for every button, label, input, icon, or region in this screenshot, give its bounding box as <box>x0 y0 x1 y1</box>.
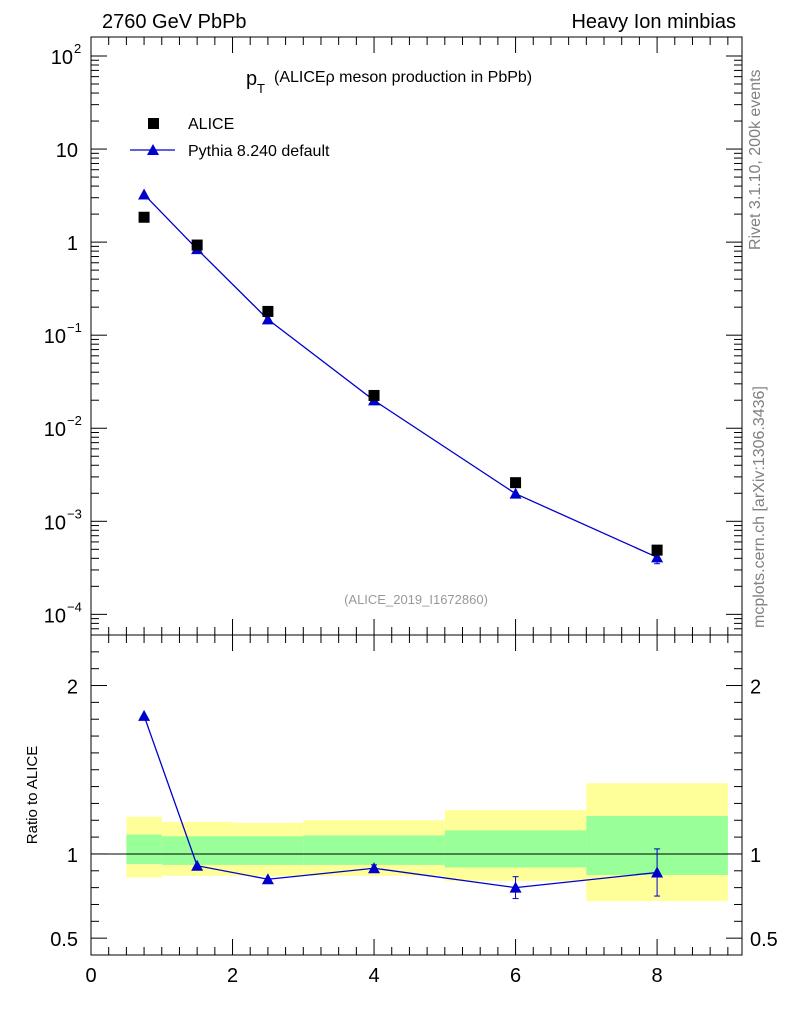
x-tick-label: 6 <box>510 965 521 987</box>
ratio-line <box>143 715 658 889</box>
green-band <box>232 836 304 865</box>
title-rest: (ALICEρ meson production in PbPb) <box>274 69 532 86</box>
title-p: p <box>246 68 257 90</box>
y-tick-label: 10 −4 <box>44 599 82 627</box>
upper-x-ticks <box>90 37 729 635</box>
alice-point <box>368 389 380 401</box>
ratio-y-tick-label-left: 1 <box>67 845 78 867</box>
y-tick-label: 10 2 <box>51 41 81 69</box>
legend-alice-label: ALICE <box>188 116 234 133</box>
y-tick-exp: 2 <box>74 41 81 56</box>
y-tick-label: 10 <box>56 140 78 162</box>
lower-frame <box>90 634 743 956</box>
y-tick-base: 10 <box>51 47 73 69</box>
pythia-point <box>261 313 274 325</box>
green-band <box>444 830 587 868</box>
y-tick-label: 10 −1 <box>44 320 82 348</box>
lower-y-ticks: 0.5 0.5 1 1 2 2 <box>50 651 778 951</box>
ratio-point <box>651 866 664 878</box>
x-tick-label: 2 <box>227 965 238 987</box>
y-tick-label: 10 −2 <box>44 413 82 441</box>
ratio-bands <box>126 783 728 902</box>
alice-point <box>138 211 150 223</box>
y-tick-base: 10 <box>56 140 78 162</box>
y-tick-base: 10 <box>44 605 66 627</box>
x-tick-labels: 0 2 4 6 8 <box>85 965 662 987</box>
upper-data <box>138 188 664 565</box>
ratio-point <box>261 873 274 885</box>
ratio-y-tick-label-right: 0.5 <box>750 929 778 951</box>
x-tick-label: 0 <box>85 965 96 987</box>
y-tick-exp: −2 <box>67 413 82 428</box>
y-tick-label: 1 <box>67 233 78 255</box>
pythia-point <box>651 551 664 563</box>
x-tick-label: 8 <box>652 965 663 987</box>
analysis-watermark: (ALICE_2019_I1672860) <box>344 592 488 607</box>
ratio-point <box>191 859 204 871</box>
legend-alice-marker <box>148 118 159 129</box>
pythia-point <box>138 188 151 200</box>
ratio-point <box>509 881 522 893</box>
pythia-point <box>509 487 522 499</box>
y-tick-exp: −4 <box>67 599 82 614</box>
rivet-label: Rivet 3.1.10, 200k events <box>747 69 764 250</box>
ratio-point <box>138 709 151 721</box>
y-tick-base: 10 <box>44 512 66 534</box>
y-tick-base: 10 <box>44 419 66 441</box>
ratio-y-tick-label-right: 1 <box>750 845 761 867</box>
green-band <box>126 834 162 865</box>
legend-pythia-label: Pythia 8.240 default <box>188 143 330 160</box>
mcplots-label: mcplots.cern.ch [arXiv:1306.3436] <box>751 386 768 628</box>
green-band <box>303 835 445 865</box>
alice-point <box>510 477 522 489</box>
ratio-y-tick-label-right: 2 <box>750 677 761 699</box>
lower-panel: 0.5 0.5 1 1 2 2 Ratio to ALICE <box>24 634 778 956</box>
alice-point <box>191 239 203 251</box>
alice-point <box>651 544 663 556</box>
lower-x-ticks <box>90 635 729 955</box>
header-left: 2760 GeV PbPb <box>102 11 247 33</box>
ratio-point <box>368 862 381 874</box>
header-right: Heavy Ion minbias <box>571 11 736 33</box>
y-tick-label: 10 −3 <box>44 506 82 534</box>
pythia-line <box>143 194 658 558</box>
y-tick-base: 1 <box>67 233 78 255</box>
y-tick-exp: −3 <box>67 506 82 521</box>
ratio-data <box>138 709 664 900</box>
y-tick-base: 10 <box>44 326 66 348</box>
ratio-y-tick-label-left: 0.5 <box>50 929 78 951</box>
legend-pythia-marker <box>147 144 159 155</box>
title-sub: T <box>257 81 265 96</box>
alice-point <box>262 305 274 317</box>
legend: ALICE Pythia 8.240 default <box>130 116 330 160</box>
ratio-ylabel: Ratio to ALICE <box>24 746 41 844</box>
ratio-y-tick-label-left: 2 <box>67 677 78 699</box>
x-tick-label: 4 <box>368 965 379 987</box>
y-tick-exp: −1 <box>67 320 82 335</box>
